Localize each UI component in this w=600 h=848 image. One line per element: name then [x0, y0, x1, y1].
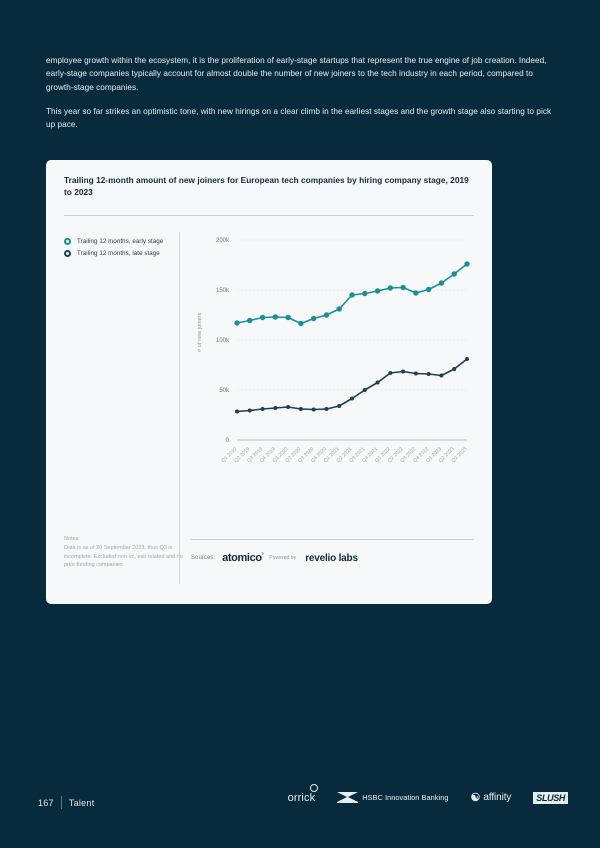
- affinity-knot-icon: ☯: [470, 792, 481, 804]
- footer-partner-logos: orrick HSBC Innovation Banking ☯ affinit…: [288, 783, 568, 804]
- title-divider: [64, 215, 474, 216]
- sources-row: Sources: atomico° Powered by revelio lab…: [191, 552, 358, 564]
- data-point[interactable]: [374, 288, 381, 294]
- paragraph-1: employee growth within the ecosystem, it…: [46, 56, 547, 92]
- sources-divider: [191, 539, 474, 540]
- data-point[interactable]: [337, 404, 342, 408]
- data-point[interactable]: [438, 280, 445, 286]
- vertical-divider: [179, 232, 180, 584]
- data-point[interactable]: [310, 315, 317, 322]
- data-point[interactable]: [336, 306, 342, 312]
- legend-marker-icon: [64, 250, 71, 257]
- data-point[interactable]: [388, 371, 393, 375]
- orrick-circle-icon: [310, 783, 319, 792]
- legend-item-label: Trailing 12 months, early stage: [77, 238, 164, 245]
- y-axis-tick: 150k: [216, 288, 230, 294]
- data-point[interactable]: [439, 373, 444, 378]
- chart-notes: Notes: Data is as of 20 September 2023, …: [64, 535, 194, 570]
- atomico-logo: atomico°: [222, 552, 264, 564]
- sources-label: Sources:: [191, 555, 216, 561]
- atomico-mark: °: [261, 552, 264, 559]
- data-point[interactable]: [298, 407, 303, 411]
- notes-text: Data is as of 20 September 2023, thus Q3…: [64, 544, 183, 569]
- data-point[interactable]: [324, 407, 329, 411]
- data-point[interactable]: [285, 314, 291, 321]
- chart-plot-area: # of new joiners 0 50k 100k 150k 200k Q1 2019…: [191, 232, 476, 532]
- affinity-label: affinity: [483, 792, 512, 803]
- chart-title: Trailing 12-month amount of new joiners …: [64, 175, 469, 198]
- data-point[interactable]: [273, 406, 278, 410]
- data-point[interactable]: [464, 261, 470, 267]
- data-point[interactable]: [400, 284, 406, 291]
- data-point[interactable]: [235, 409, 239, 414]
- data-point[interactable]: [413, 371, 418, 376]
- legend-marker-icon: [64, 238, 71, 245]
- data-point[interactable]: [311, 407, 316, 412]
- legend-item-late-stage[interactable]: Trailing 12 months, late stage: [64, 250, 206, 257]
- data-point[interactable]: [323, 312, 330, 318]
- data-point[interactable]: [465, 357, 469, 361]
- y-axis-tick: 0: [226, 438, 230, 444]
- data-point[interactable]: [425, 286, 432, 293]
- article-body: employee growth within the ecosystem, it…: [46, 54, 554, 131]
- page-footer: 167 Talent orrick HSBC Innovation Bankin…: [0, 778, 600, 848]
- data-point[interactable]: [298, 320, 304, 327]
- page-number: 167: [38, 797, 54, 808]
- data-point[interactable]: [401, 369, 406, 374]
- data-point[interactable]: [260, 407, 265, 411]
- legend-item-label: Trailing 12 months, late stage: [77, 250, 160, 257]
- data-point[interactable]: [387, 285, 394, 291]
- footer-section-label: Talent: [68, 797, 95, 808]
- data-point[interactable]: [362, 290, 368, 297]
- revelio-labs-logo: revelio labs: [305, 552, 358, 564]
- hsbc-label: HSBC Innovation Banking: [362, 793, 449, 802]
- data-point[interactable]: [451, 271, 457, 277]
- data-point[interactable]: [362, 388, 367, 392]
- data-point[interactable]: [259, 314, 266, 321]
- y-axis-tick: 100k: [216, 338, 230, 344]
- data-point[interactable]: [349, 292, 355, 298]
- chart-card: Trailing 12-month amount of new joiners …: [46, 160, 492, 604]
- hsbc-logo: HSBC Innovation Banking: [337, 792, 448, 803]
- data-point[interactable]: [426, 372, 431, 376]
- footer-page-info: 167 Talent: [38, 796, 94, 809]
- data-point[interactable]: [286, 405, 291, 409]
- hsbc-hexagon-icon: [337, 792, 359, 803]
- data-point[interactable]: [272, 314, 279, 320]
- y-axis-tick: 50k: [219, 388, 230, 394]
- orrick-logo: orrick: [288, 783, 319, 804]
- data-point[interactable]: [452, 367, 457, 371]
- data-point[interactable]: [247, 317, 253, 324]
- affinity-logo: ☯ affinity: [471, 791, 512, 804]
- footer-separator: [60, 796, 62, 809]
- legend-item-early-stage[interactable]: Trailing 12 months, early stage: [64, 238, 206, 245]
- y-axis-tick: 200k: [216, 238, 230, 244]
- data-point[interactable]: [234, 320, 240, 326]
- series-line: [236, 358, 468, 413]
- powered-by-label: Powered by: [269, 555, 297, 561]
- paragraph-2: This year so far strikes an optimistic t…: [46, 106, 552, 130]
- notes-heading: Notes:: [64, 536, 80, 542]
- data-point[interactable]: [413, 290, 419, 296]
- data-point[interactable]: [375, 380, 380, 385]
- data-point[interactable]: [247, 408, 252, 413]
- chart-legend: Trailing 12 months, early stage Trailing…: [64, 238, 206, 262]
- data-point[interactable]: [350, 396, 354, 401]
- slush-logo: SLUSH: [533, 791, 568, 804]
